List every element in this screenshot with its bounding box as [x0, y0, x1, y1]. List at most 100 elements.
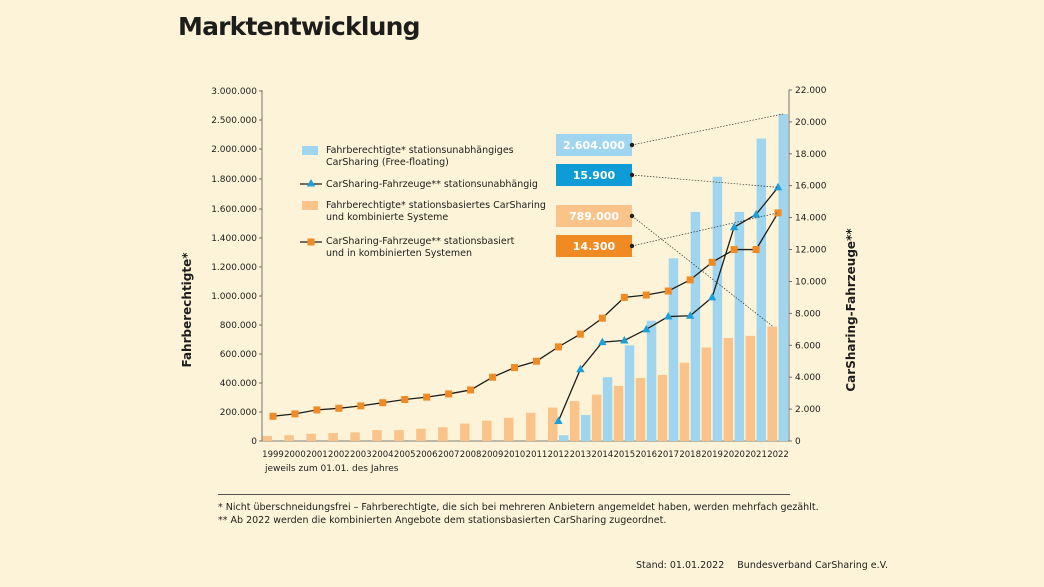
y-right-tick-label: 20.000 — [795, 118, 827, 128]
legend-swatch-station-based-bar — [302, 201, 318, 210]
y-right-tick-label: 10.000 — [795, 277, 827, 287]
marker-station-based — [664, 287, 672, 295]
bar-station-based — [613, 385, 624, 441]
legend-label: und kombinierte Systeme — [326, 212, 448, 223]
marker-free-floating — [729, 222, 739, 231]
y-left-tick-label: 2.000.000 — [211, 145, 257, 155]
x-tick-label: 2019 — [701, 450, 723, 460]
chart-axes: 0 200.000 400.000 600.000 800.000 1.000.000 1.… — [211, 86, 827, 460]
bar-station-based — [328, 433, 338, 441]
y-left-tick-label: 400.000 — [220, 379, 257, 389]
marker-free-floating — [620, 335, 629, 344]
y-left-tick-label: 1.000.000 — [211, 292, 257, 302]
bar-station-based — [569, 401, 580, 441]
marker-station-based — [620, 293, 628, 301]
marker-station-based — [774, 209, 782, 217]
chart-bars — [262, 113, 789, 441]
marker-station-based — [401, 396, 409, 404]
marker-station-based — [752, 246, 760, 254]
x-tick-label: 2021 — [745, 450, 767, 460]
legend-label: Fahrberechtigte* stationsbasiertes CarSh… — [326, 200, 546, 211]
x-tick-label: 2001 — [306, 450, 328, 460]
marker-free-floating — [751, 209, 761, 218]
y-left-tick-label: 600.000 — [220, 350, 257, 360]
y-left-tick-label: 1.400.000 — [211, 234, 257, 244]
y-left-tick-label: 2.500.000 — [211, 116, 257, 126]
marker-free-floating — [554, 416, 563, 425]
marker-station-based — [532, 357, 540, 365]
bar-station-based — [525, 412, 536, 441]
legend-swatch-square — [307, 238, 315, 246]
bar-station-based — [679, 362, 690, 441]
marker-station-based — [357, 402, 365, 410]
marker-free-floating — [685, 311, 695, 319]
legend-label: und in kombinierten Systemen — [326, 248, 472, 259]
callout-value: 789.000 — [569, 210, 619, 223]
callout-dot — [629, 213, 635, 219]
bar-station-based — [635, 377, 646, 441]
bar-station-based — [767, 326, 778, 441]
x-tick-label: 2013 — [570, 450, 592, 460]
bar-free-floating — [558, 435, 569, 441]
y-left-tick-label: 200.000 — [220, 408, 257, 418]
bar-free-floating — [690, 211, 701, 441]
marker-station-based — [686, 276, 694, 284]
x-tick-label: 2003 — [350, 450, 372, 460]
y-right-tick-label: 18.000 — [795, 150, 827, 160]
x-tick-label: 2000 — [284, 450, 306, 460]
y-left-tick-label: 800.000 — [220, 321, 257, 331]
bar-station-based — [306, 433, 316, 441]
y-left-tick-label: 1.800.000 — [211, 175, 257, 185]
source-date: Stand: 01.01.2022 — [636, 560, 725, 571]
footnote-1: * Nicht überschneidungsfrei – Fahrberech… — [218, 502, 819, 513]
x-tick-label: 2014 — [592, 450, 614, 460]
bar-station-based — [262, 435, 272, 441]
x-tick-label: 1999 — [262, 450, 284, 460]
y-right-tick-label: 16.000 — [795, 182, 827, 192]
callout-box — [556, 134, 632, 156]
marker-station-based — [554, 343, 562, 351]
x-tick-label: 2011 — [526, 450, 548, 460]
chart-lines — [269, 182, 783, 425]
y-right-tick-label: 2.000 — [795, 405, 821, 415]
legend-swatch-triangle — [306, 179, 316, 187]
marker-free-floating — [598, 337, 607, 346]
y-left-tick-label: 1.600.000 — [211, 205, 257, 215]
y-left-tick-label: 3.000.000 — [211, 87, 257, 97]
legend-label: Fahrberechtigte* stationsunabhängiges — [326, 145, 514, 156]
bar-station-based — [460, 423, 470, 441]
legend-label: CarSharing-Fahrzeuge** stationsbasiert — [326, 236, 515, 247]
bar-station-based — [394, 430, 404, 441]
source-line: Stand: 01.01.2022 Bundesverband CarShari… — [636, 560, 888, 571]
marker-free-floating — [642, 324, 651, 333]
bar-station-based — [504, 417, 514, 441]
marker-station-based — [335, 404, 343, 412]
callout-leader-line — [631, 174, 779, 188]
y-right-tick-label: 12.000 — [795, 246, 827, 256]
marker-station-based — [467, 386, 475, 394]
bar-station-based — [372, 430, 382, 441]
x-axis-label: jeweils zum 01.01. des Jahres — [264, 464, 399, 474]
bar-free-floating — [624, 345, 635, 441]
callout-leader-line — [631, 215, 774, 327]
marker-station-based — [291, 410, 299, 418]
bar-station-based — [591, 394, 602, 441]
marker-station-based — [642, 291, 650, 299]
footnote-2: ** Ab 2022 werden die kombinierten Angeb… — [218, 515, 667, 526]
bar-free-floating — [668, 258, 679, 441]
marker-station-based — [730, 246, 738, 254]
marker-station-based — [313, 406, 321, 414]
x-tick-label: 2007 — [438, 450, 460, 460]
chart-legend: Fahrberechtigte* stationsunabhängiges Car… — [300, 145, 546, 259]
y-right-tick-label: 4.000 — [795, 373, 821, 383]
bar-station-based — [723, 338, 734, 441]
y-right-tick-label: 22.000 — [795, 86, 827, 96]
bar-free-floating — [778, 113, 789, 441]
legend-label: CarSharing-Fahrzeuge** stationsunabhängi… — [326, 179, 538, 190]
marker-station-based — [511, 364, 519, 372]
y-axis-right-label: CarSharing-Fahrzeuge** — [844, 228, 858, 392]
page-title: Marktentwicklung — [178, 12, 421, 41]
bar-station-based — [547, 407, 558, 441]
x-tick-label: 2012 — [548, 450, 570, 460]
